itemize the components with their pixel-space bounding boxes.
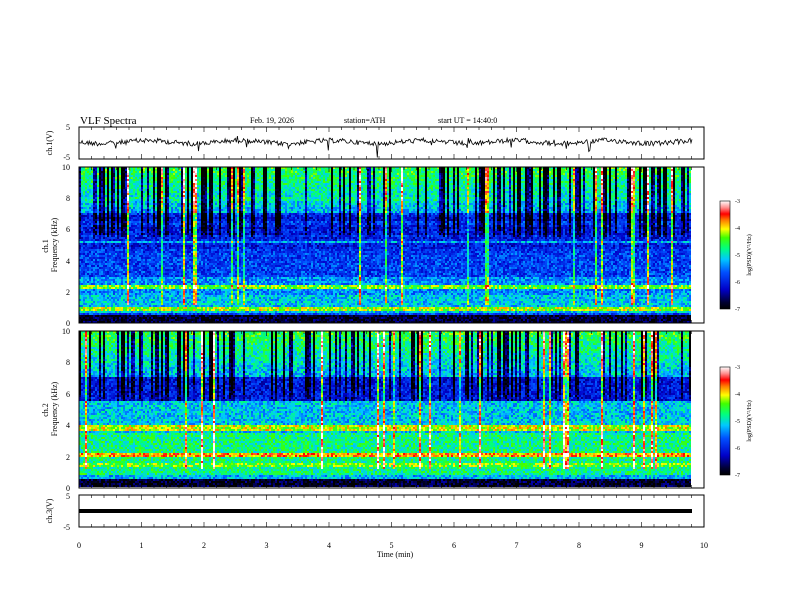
ch1-ytick-bottom: -5 — [63, 153, 70, 162]
colorbar-tick--7: -7 — [735, 307, 740, 313]
ch2-spec-ytick-4: 4 — [66, 421, 70, 430]
colorbar-tick--4: -4 — [735, 392, 740, 398]
ch1-spec-ytick-0: 0 — [66, 319, 70, 328]
x-tick-label-4: 4 — [327, 541, 331, 550]
ch2-spec-ytick-10: 10 — [62, 327, 70, 336]
ch1-colorbar-ticklabels: -3 -4 -5 -6 -7 — [735, 199, 740, 313]
x-tick-label-2: 2 — [202, 541, 206, 550]
ch1-spec-ytick-4: 4 — [66, 257, 70, 266]
x-tick-label-1: 1 — [140, 541, 144, 550]
ch1-spec-ytick-2: 2 — [66, 288, 70, 297]
figure-title: VLF Spectra — [80, 115, 137, 127]
ch1-spectrogram-panel: 0 2 4 6 8 10 ch.1 Frequency (kHz) -3 -4 -5… — [41, 163, 753, 328]
ch3-ytick-top: 5 — [66, 492, 70, 501]
ch2-spec-ytick-0: 0 — [66, 484, 70, 493]
ch1-spectrogram-image — [79, 167, 691, 323]
ch2-spec-ytick-8: 8 — [66, 358, 70, 367]
x-tick-label-7: 7 — [515, 541, 519, 550]
colorbar-tick--6: -6 — [735, 446, 740, 452]
ch1-waveform-panel: 5 -5 ch.1(V) — [45, 123, 705, 162]
x-tick-label-10: 10 — [700, 541, 708, 550]
ch1-ytick-top: 5 — [66, 123, 70, 132]
colorbar-tick--4: -4 — [735, 226, 740, 232]
x-tick-label-3: 3 — [265, 541, 269, 550]
ch1-spectrogram-ticks — [78, 167, 705, 323]
ch1-colorbar-label: log(PSD)(V²/Hz) — [746, 234, 753, 275]
ch2-colorbar-label: log(PSD)(V²/Hz) — [746, 400, 753, 441]
ch3-waveform-panel: 5 -5 ch.3(V) — [45, 492, 705, 532]
figure-start-ut: start UT = 14:40:0 — [438, 116, 497, 125]
x-tick-label-9: 9 — [640, 541, 644, 550]
x-tick-label-6: 6 — [452, 541, 456, 550]
ch3-waveform-ticks — [78, 495, 705, 527]
ch1-spec-ytick-6: 6 — [66, 225, 70, 234]
ch2-spec-ytick-2: 2 — [66, 453, 70, 462]
ch1-waveform-ticks — [78, 127, 705, 159]
ch1-colorbar — [719, 200, 731, 310]
ch2-spectrogram-panel: 0 2 4 6 8 10 ch.2 Frequency (kHz) -3 -4 -5… — [41, 327, 753, 493]
colorbar-tick--3: -3 — [735, 199, 740, 205]
ch1-waveform-line — [79, 136, 693, 158]
x-tick-label-0: 0 — [77, 541, 81, 550]
ch1-spectrogram-yticklabels: 0 2 4 6 8 10 — [62, 163, 70, 328]
ch2-colorbar — [719, 366, 731, 476]
ch1-waveform-ylabel: ch.1(V) — [45, 130, 54, 155]
figure-station: station=ATH — [344, 116, 386, 125]
figure-date: Feb. 19, 2026 — [250, 116, 294, 125]
colorbar-tick--5: -5 — [735, 419, 740, 425]
ch2-spectrogram-ylabel: ch.2 Frequency (kHz) — [41, 381, 59, 436]
ch3-waveform-line — [79, 509, 692, 513]
ch3-ytick-bottom: -5 — [63, 523, 70, 532]
ch2-colorbar-ticklabels: -3 -4 -5 -6 -7 — [735, 365, 740, 479]
ch1-spec-ytick-8: 8 — [66, 194, 70, 203]
ch2-spectrogram-ticks — [78, 331, 705, 488]
colorbar-tick--5: -5 — [735, 253, 740, 259]
x-tick-label-5: 5 — [390, 541, 394, 550]
ch2-spec-ytick-6: 6 — [66, 390, 70, 399]
ch1-spec-ytick-10: 10 — [62, 163, 70, 172]
ch3-waveform-ylabel: ch.3(V) — [45, 498, 54, 523]
x-tick-label-8: 8 — [577, 541, 581, 550]
x-tick-labels: 0 1 2 3 4 5 6 7 8 9 10 — [77, 541, 708, 550]
colorbar-tick--6: -6 — [735, 280, 740, 286]
colorbar-tick--3: -3 — [735, 365, 740, 371]
x-axis-label: Time (min) — [377, 550, 414, 559]
ch1-spectrogram-ylabel: ch.1 Frequency (kHz) — [41, 217, 59, 272]
ch2-spectrogram-yticklabels: 0 2 4 6 8 10 — [62, 327, 70, 493]
colorbar-tick--7: -7 — [735, 473, 740, 479]
ch2-spectrogram-image — [79, 331, 691, 487]
